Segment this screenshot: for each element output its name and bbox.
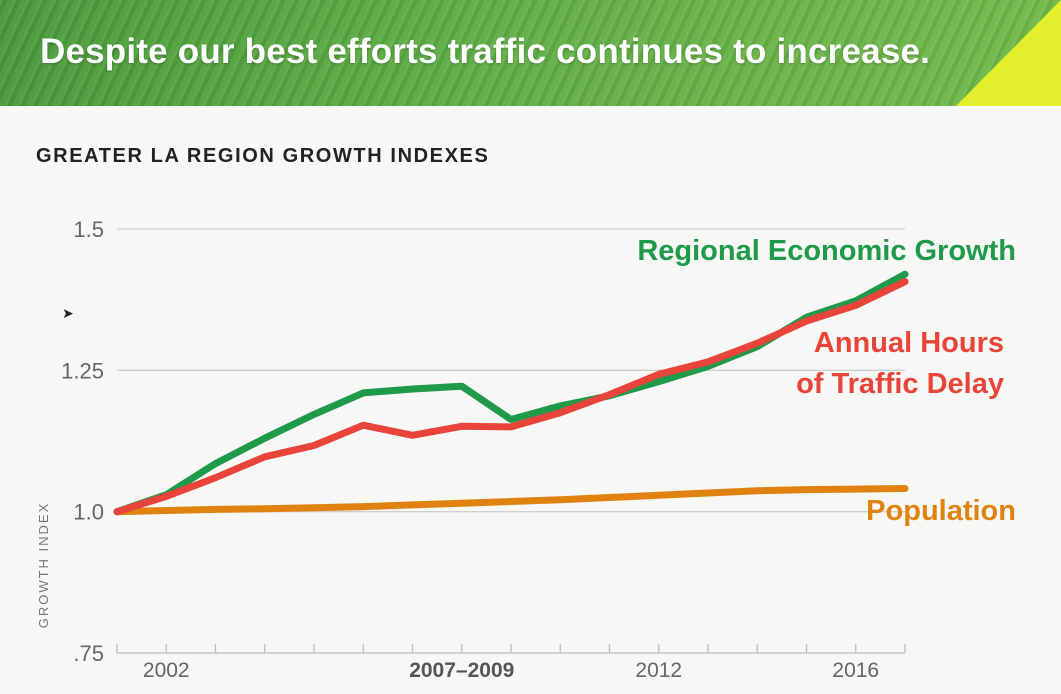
series-line-regional-economic-growth <box>113 270 909 516</box>
y-tick-label: .75 <box>73 641 104 666</box>
series-line-population <box>113 485 909 516</box>
x-tick-labels: 2002 2007–2009 2012 2016 <box>143 659 879 682</box>
y-axis-label: GROWTH INDEX <box>36 502 51 629</box>
series-labels: Regional Economic Growth Annual Hours of T… <box>637 235 1016 527</box>
y-tick-labels: 1.5 1.25 1.0 .75 <box>61 217 104 666</box>
x-tick-label: 2002 <box>143 659 190 682</box>
series-lines <box>113 270 909 516</box>
mouse-pointer-icon: ➤ <box>62 305 74 321</box>
slide-title: Despite our best efforts traffic continu… <box>40 32 931 71</box>
title-banner: Despite our best efforts traffic continu… <box>0 0 1061 106</box>
series-line-annual-hours-of-traffic-delay <box>113 278 909 516</box>
x-tick-label: 2007–2009 <box>409 659 514 682</box>
y-tick-label: 1.5 <box>73 217 104 242</box>
y-tick-label: 1.0 <box>73 500 104 525</box>
y-tick-label: 1.25 <box>61 358 104 383</box>
series-label: Annual Hours <box>814 327 1004 359</box>
chart-title: GREATER LA REGION GROWTH INDEXES <box>36 145 490 167</box>
series-label: of Traffic Delay <box>796 368 1004 400</box>
x-axis <box>116 644 906 654</box>
x-tick-label: 2012 <box>635 659 682 682</box>
series-label: Population <box>866 495 1016 527</box>
x-tick-label: 2016 <box>832 659 879 682</box>
banner-corner-accent <box>956 0 1061 106</box>
series-label: Regional Economic Growth <box>637 235 1016 267</box>
